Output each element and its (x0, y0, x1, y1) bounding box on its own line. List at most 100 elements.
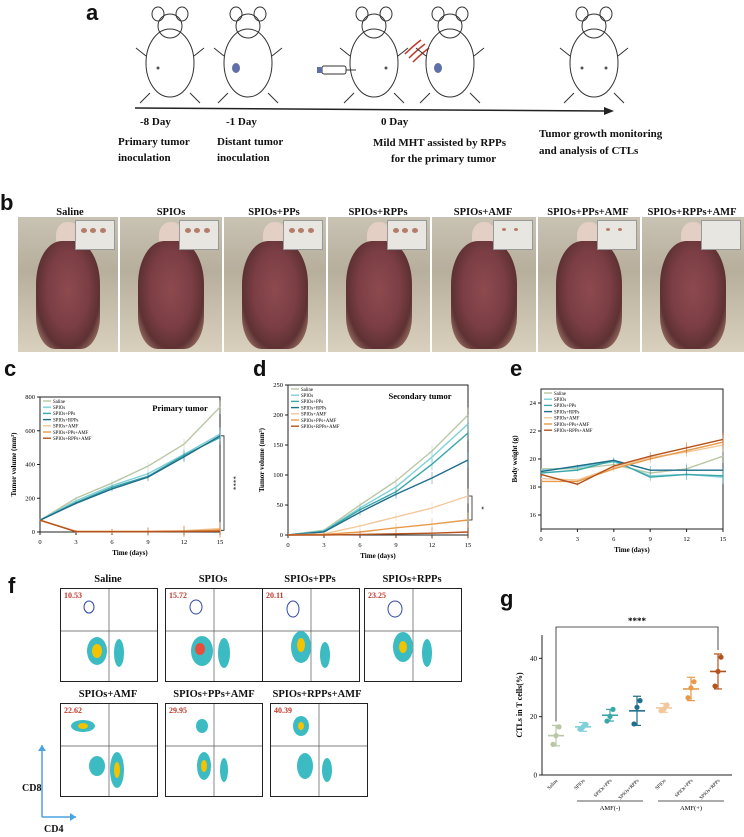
flow-name-spios-pps-amf: SPIOs+PPs+AMF (173, 689, 255, 700)
flow-density (263, 589, 359, 681)
x-tick-label: 0 (38, 539, 41, 546)
y-tick-label: 0 (534, 772, 538, 780)
x-tick-label: 9 (146, 539, 149, 546)
x-tick-label: 6 (110, 539, 114, 546)
group-label: AMF(+) (680, 805, 702, 812)
syringe-icon (317, 65, 356, 75)
chart-primary-tumor: 0 3 6 9 12 15 0 200 400 600 800 Time (days) Tumor vo… (10, 394, 237, 557)
flow-value: 15.72 (169, 591, 187, 600)
legend-label: SPIOs+RPPs (554, 410, 580, 415)
x-tick-label: 3 (576, 536, 579, 543)
flow-plot: 40.39 (270, 703, 368, 797)
x-axis-label: Time (days) (112, 549, 148, 557)
x-tick-label: SPIOs+PPs (594, 779, 614, 799)
legend-label: SPIOs+RPPs+AMF (301, 425, 340, 430)
legend-label: Saline (554, 392, 566, 397)
flow-value: 40.39 (274, 706, 292, 715)
y-tick-label: 400 (25, 462, 35, 469)
flow-plot: 15.72 (165, 588, 263, 682)
data-point (715, 668, 721, 675)
x-tick-label: 0 (286, 542, 289, 549)
significance-label: * (477, 506, 485, 510)
mouse-icon (135, 6, 205, 104)
x-tick-label: 3 (322, 542, 325, 549)
flow-name-spios-rpps: SPIOs+RPPs (382, 574, 442, 585)
timeline-desc-2a: Distant tumor (217, 136, 284, 148)
data-point (688, 685, 694, 691)
photo-label-spios: SPIOs (156, 207, 186, 218)
panel-letter-g: g (500, 586, 514, 611)
photo-label-spios-rpps: SPIOs+RPPs (348, 207, 408, 218)
group-label: AMF(-) (600, 805, 621, 812)
data-point (604, 718, 610, 724)
mouse-photo (432, 217, 536, 352)
y-tick-label: 0 (32, 529, 35, 536)
flow-density (166, 704, 262, 796)
flow-axes-indicator (38, 745, 76, 821)
timeline-day-3: 0 Day (381, 116, 409, 128)
legend-label: SPIOs+PPs (53, 412, 75, 417)
x-tick-label: SPIOs (574, 779, 587, 792)
data-point (553, 733, 559, 739)
x-tick-label: SPIOs+RPPs (699, 779, 721, 801)
data-point (712, 683, 718, 689)
x-tick-label: Saline (547, 778, 560, 791)
flow-value: 29.95 (169, 706, 187, 715)
photo-label-saline: Saline (56, 207, 84, 218)
timeline-arrow (134, 107, 614, 115)
x-tick-label: 12 (181, 539, 188, 546)
series-line (540, 438, 724, 485)
photo-label-spios-pps-amf: SPIOs+PPs+AMF (547, 207, 629, 218)
flow-plot: 22.62 (60, 703, 158, 797)
flow-plot: 29.95 (165, 703, 263, 797)
series-line (540, 459, 723, 473)
flow-value: 10.53 (64, 591, 82, 600)
legend-label: SPIOs+PPs+AMF (301, 419, 337, 424)
timeline-desc-4a: Tumor growth monitoring (539, 128, 663, 140)
significance-bracket (555, 626, 719, 722)
legend-label: SPIOs+RPPs+AMF (53, 437, 92, 442)
x-tick-label: 15 (720, 536, 727, 543)
y-tick-label: 800 (25, 394, 35, 401)
timeline-desc-4b: and analysis of CTLs (539, 145, 639, 157)
magnetic-field-icon (404, 39, 430, 63)
legend-label: SPIOs+PPs (301, 400, 323, 405)
photo-label-spios-amf: SPIOs+AMF (453, 207, 513, 218)
legend-label: SPIOs+AMF (53, 425, 79, 430)
chart-title: Primary tumor (152, 403, 208, 413)
data-point (550, 741, 556, 747)
flow-name-spios-amf: SPIOs+AMF (78, 689, 138, 700)
flow-name-saline: Saline (94, 574, 122, 585)
flow-value: 23.25 (368, 591, 386, 600)
series-line (39, 433, 221, 521)
series-line (540, 459, 724, 478)
x-tick-label: 6 (612, 536, 616, 543)
x-tick-label: SPIOs+RPPs (618, 779, 640, 801)
mouse-photo (642, 217, 744, 352)
legend-label: SPIOs+AMF (301, 413, 327, 418)
mouse-photo (538, 217, 640, 352)
significance-label: **** (628, 616, 647, 626)
legend-label: Saline (53, 400, 65, 405)
flow-density (61, 589, 157, 681)
y-tick-label: 50 (277, 502, 284, 509)
panel-letter-b: b (0, 190, 14, 215)
legend-label: SPIOs+RPPs (301, 406, 327, 411)
series-line (540, 444, 724, 481)
plot-frame (39, 396, 221, 533)
mouse-photo (328, 217, 430, 352)
data-point (583, 721, 589, 728)
mouse-photo (18, 217, 118, 352)
x-tick-label: 12 (429, 542, 436, 549)
timeline-desc-3b: for the primary tumor (391, 153, 497, 165)
x-axis-label: Time (days) (614, 546, 650, 554)
significance-label: **** (229, 476, 237, 491)
x-tick-label: SPIOs (655, 779, 668, 792)
flow-name-spios-rpps-amf: SPIOs+RPPs+AMF (272, 689, 362, 700)
flow-plot: 23.25 (364, 588, 462, 682)
data-point (637, 698, 643, 704)
flow-name-spios-pps: SPIOs+PPs (284, 574, 336, 585)
legend-label: SPIOs+PPs+AMF (554, 423, 590, 428)
flow-density (271, 704, 367, 796)
